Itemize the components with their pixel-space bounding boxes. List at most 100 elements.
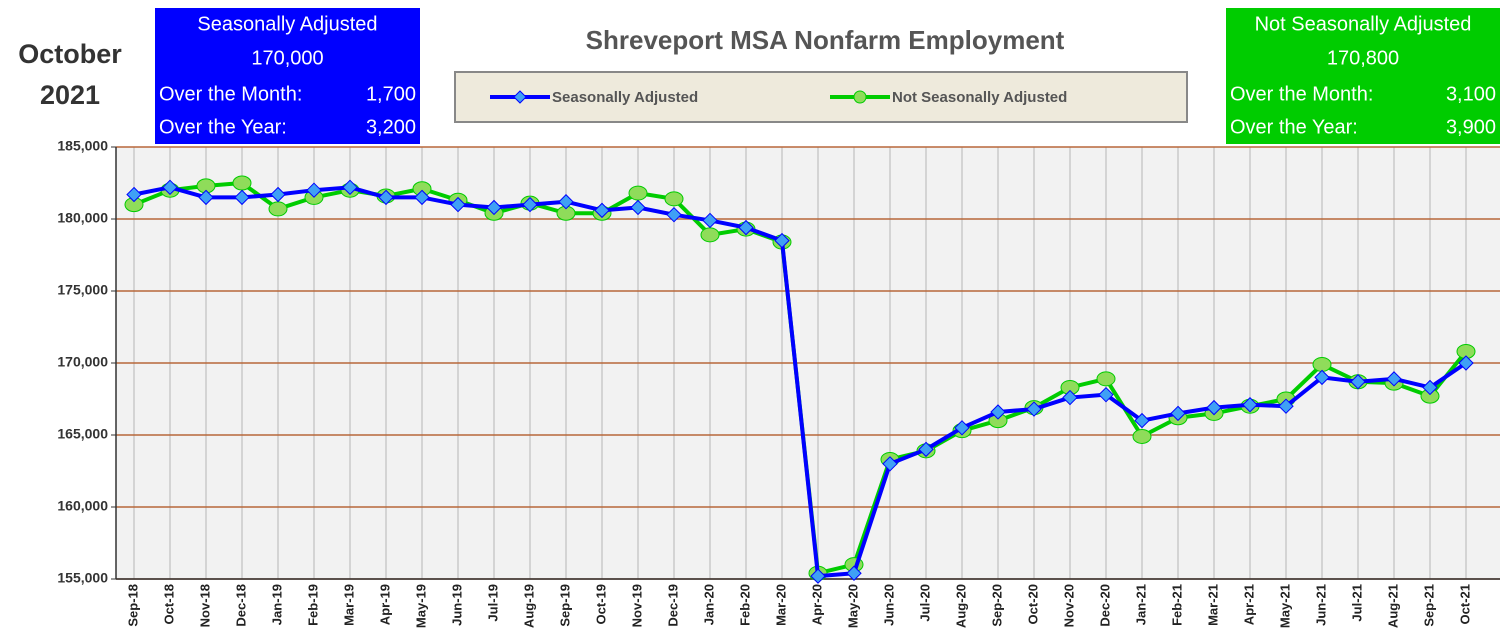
point-marker	[1134, 412, 1150, 429]
y-tick-label: 175,000	[57, 282, 108, 298]
point-marker	[918, 441, 934, 458]
point-marker	[1278, 398, 1294, 414]
summary-label: Over the Month:	[1230, 83, 1373, 105]
point-marker	[1026, 401, 1042, 417]
point-marker	[990, 404, 1006, 420]
summary-box	[1226, 8, 1500, 144]
summary-label: Over the Month:	[159, 83, 302, 105]
point-marker	[774, 232, 790, 249]
point-marker	[1096, 371, 1116, 387]
chart-title: Shreveport MSA Nonfarm Employment	[586, 25, 1065, 55]
x-tick-label: Jul-21	[1349, 584, 1364, 622]
x-tick-label: Feb-21	[1169, 584, 1184, 626]
point-marker	[450, 196, 466, 213]
point-marker	[558, 194, 574, 210]
x-tick-label: Jan-20	[701, 584, 716, 625]
x-tick-label: Sep-19	[557, 584, 572, 627]
point-marker	[882, 456, 898, 472]
legend-box	[454, 71, 1188, 123]
point-marker	[522, 196, 538, 213]
summary-title: Not Seasonally Adjusted	[1255, 13, 1472, 35]
x-tick-label: Feb-19	[305, 584, 320, 626]
x-tick-label: Apr-20	[809, 584, 824, 625]
x-tick-label: Apr-19	[377, 584, 392, 625]
point-marker	[378, 189, 394, 206]
x-tick-label: Apr-21	[1241, 584, 1256, 625]
point-marker	[1314, 369, 1330, 386]
point-marker	[268, 201, 288, 217]
point-marker	[846, 565, 862, 581]
x-tick-label: Nov-18	[197, 584, 212, 627]
point-marker	[1062, 389, 1078, 406]
point-marker	[1206, 399, 1222, 416]
point-marker	[1312, 356, 1332, 372]
x-tick-label: Oct-19	[593, 584, 608, 624]
legend-label: Seasonally Adjusted	[552, 89, 698, 106]
x-tick-label: Mar-20	[773, 584, 788, 626]
y-tick-label: 155,000	[57, 570, 108, 586]
point-marker	[1458, 355, 1474, 371]
point-marker	[270, 186, 286, 203]
legend-marker	[513, 90, 527, 104]
summary-number: 3,200	[366, 116, 416, 138]
y-tick-label: 160,000	[57, 498, 108, 514]
summary-value: 170,000	[251, 47, 323, 69]
point-marker	[810, 568, 826, 584]
x-tick-label: Mar-21	[1205, 584, 1220, 626]
y-tick-label: 170,000	[57, 354, 108, 370]
x-tick-label: Mar-19	[341, 584, 356, 626]
point-marker	[666, 206, 682, 223]
x-tick-label: Sep-21	[1421, 584, 1436, 627]
point-marker	[1098, 386, 1114, 403]
point-marker	[162, 179, 178, 196]
x-tick-label: Jan-21	[1133, 584, 1148, 625]
point-marker	[126, 186, 142, 203]
x-tick-label: Feb-20	[737, 584, 752, 626]
period-year: 2021	[40, 80, 100, 110]
y-tick-label: 165,000	[57, 426, 108, 442]
legend-marker	[853, 90, 867, 104]
x-tick-label: Oct-20	[1025, 584, 1040, 624]
y-tick-label: 180,000	[57, 210, 108, 226]
point-marker	[1386, 371, 1402, 387]
x-tick-label: Jul-20	[917, 584, 932, 622]
point-marker	[630, 199, 646, 216]
x-tick-label: Nov-19	[629, 584, 644, 627]
point-marker	[594, 202, 610, 219]
summary-number: 3,900	[1446, 116, 1496, 138]
x-tick-label: Jan-19	[269, 584, 284, 625]
x-tick-label: May-19	[413, 584, 428, 628]
legend-label: Not Seasonally Adjusted	[892, 89, 1067, 106]
summary-label: Over the Year:	[159, 116, 287, 138]
point-marker	[738, 219, 754, 236]
summary-title: Seasonally Adjusted	[197, 13, 377, 35]
x-tick-label: Oct-18	[161, 584, 176, 624]
x-tick-label: Aug-20	[953, 584, 968, 628]
point-marker	[414, 189, 430, 206]
point-marker	[954, 420, 970, 436]
point-marker	[1170, 405, 1186, 422]
point-marker	[1132, 428, 1152, 444]
x-tick-label: Oct-21	[1457, 584, 1472, 624]
x-tick-label: May-21	[1277, 584, 1292, 628]
summary-label: Over the Year:	[1230, 116, 1358, 138]
x-tick-label: May-20	[845, 584, 860, 628]
x-tick-label: Sep-20	[989, 584, 1004, 627]
point-marker	[702, 212, 718, 229]
summary-number: 3,100	[1446, 83, 1496, 105]
x-tick-label: Jun-20	[881, 584, 896, 626]
point-marker	[234, 189, 250, 206]
point-marker	[306, 182, 322, 198]
x-tick-label: Nov-20	[1061, 584, 1076, 627]
x-tick-label: Dec-20	[1097, 584, 1112, 627]
x-tick-label: Jun-19	[449, 584, 464, 626]
point-marker	[232, 175, 252, 191]
x-tick-label: Aug-19	[521, 584, 536, 628]
x-tick-label: Aug-21	[1385, 584, 1400, 628]
x-tick-label: Jul-19	[485, 584, 500, 622]
point-marker	[700, 227, 720, 243]
x-tick-label: Dec-18	[233, 584, 248, 627]
summary-number: 1,700	[366, 83, 416, 105]
point-marker	[1422, 379, 1438, 396]
